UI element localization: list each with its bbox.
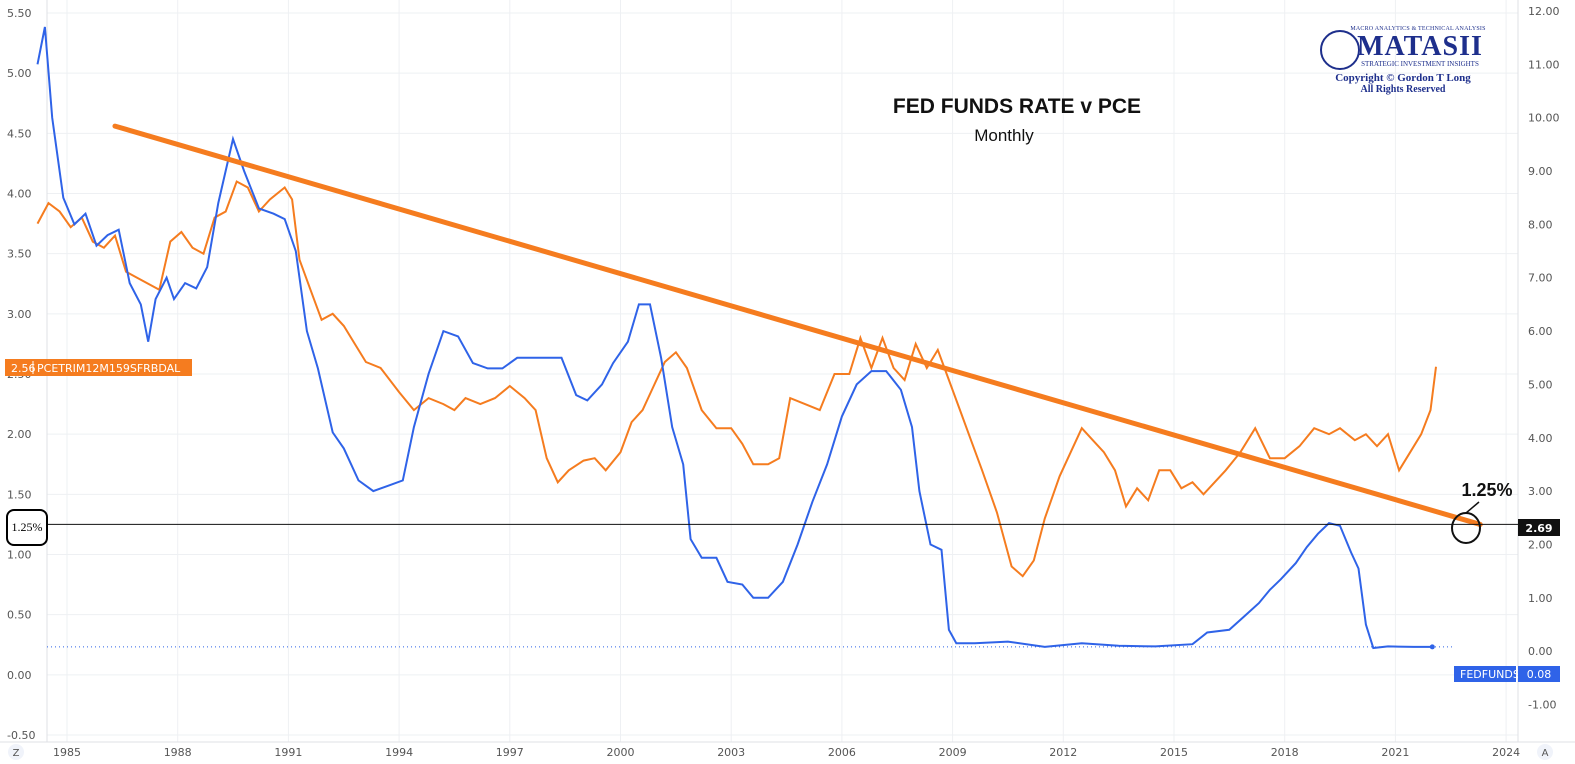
fedfunds-last-point [1429, 644, 1435, 650]
left-tick-label: 4.00 [7, 188, 32, 201]
svg-text:2.69: 2.69 [1525, 522, 1552, 535]
right-tick-label: 11.00 [1528, 58, 1560, 71]
right-tick-label: 2.00 [1528, 538, 1553, 551]
svg-text:A: A [1542, 748, 1549, 759]
svg-text:Z: Z [13, 748, 20, 759]
x-tick-label: 2024 [1492, 746, 1520, 759]
x-tick-label: 1985 [53, 746, 81, 759]
x-tick-label: 2021 [1381, 746, 1409, 759]
matasii-logo: MACRO ANALYTICS & TECHNICAL ANALYSIS MAT… [1318, 26, 1488, 102]
left-tick-label: 5.50 [7, 7, 32, 20]
fedfunds-series-badge[interactable]: FEDFUNDS 0.08 [1454, 666, 1560, 682]
right-tick-label: 9.00 [1528, 165, 1553, 178]
right-tick-label: 4.00 [1528, 432, 1553, 445]
left-tick-label: 1.50 [7, 488, 32, 501]
right-tick-label: -1.00 [1528, 699, 1556, 712]
svg-text:1.25%: 1.25% [1461, 480, 1512, 500]
x-tick-label: 2009 [939, 746, 967, 759]
x-tick-label: 2012 [1049, 746, 1077, 759]
pce-series-name: PCETRIM12M159SFRBDAL [37, 362, 181, 375]
fedfunds-last-value: 0.08 [1527, 668, 1552, 681]
x-tick-label: 1988 [164, 746, 192, 759]
chart-subtitle: Monthly [974, 126, 1034, 145]
svg-text:1.25%: 1.25% [12, 520, 43, 534]
target-callout: 1.25% [1451, 480, 1513, 544]
pce-last-value: 2.56 [11, 362, 36, 375]
right-tick-label: 8.00 [1528, 218, 1553, 231]
hline-left-label: 1.25% [6, 509, 48, 546]
left-tick-label: -0.50 [7, 729, 35, 742]
right-tick-label: 0.00 [1528, 645, 1553, 658]
x-tick-label: 2015 [1160, 746, 1188, 759]
left-tick-label: 3.50 [7, 248, 32, 261]
right-tick-label: 1.00 [1528, 592, 1553, 605]
left-tick-label: 3.00 [7, 308, 32, 321]
left-tick-label: 2.00 [7, 428, 32, 441]
vitruvian-emblem-icon [1320, 30, 1360, 70]
pce-series-badge[interactable]: 2.56 PCETRIM12M159SFRBDAL [5, 359, 192, 376]
x-tick-label: 2006 [828, 746, 856, 759]
left-tick-label: 5.00 [7, 67, 32, 80]
x-tick-label: 2018 [1271, 746, 1299, 759]
right-axis: 12.00 11.00 10.00 9.00 8.00 7.00 6.00 5.00 4.00 3… [1528, 5, 1560, 712]
x-tick-label: 2003 [717, 746, 745, 759]
x-tick-label: 1997 [496, 746, 524, 759]
fedfunds-series-name: FEDFUNDS [1460, 668, 1520, 681]
fedfunds-series-line [36, 26, 1433, 650]
right-tick-label: 7.00 [1528, 272, 1553, 285]
right-tick-label: 10.00 [1528, 112, 1560, 125]
downtrend-line [112, 123, 1483, 527]
chart-title: FED FUNDS RATE v PCE [893, 95, 1141, 118]
left-tick-label: 1.00 [7, 549, 32, 562]
pce-series-line [36, 180, 1437, 578]
x-tick-label: 1994 [385, 746, 413, 759]
log-scale-button[interactable]: Z [8, 744, 24, 760]
left-tick-label: 4.50 [7, 127, 32, 140]
hline-right-label: 2.69 [1518, 519, 1560, 536]
auto-scale-button[interactable]: A [1537, 744, 1553, 760]
x-tick-label: 2000 [607, 746, 635, 759]
right-tick-label: 6.00 [1528, 325, 1553, 338]
left-tick-label: 0.00 [7, 669, 32, 682]
x-tick-label: 1991 [274, 746, 302, 759]
left-tick-label: 0.50 [7, 609, 32, 622]
x-axis: 1985 1988 1991 1994 1997 2000 2003 2006 2009 2012… [53, 746, 1520, 759]
right-tick-label: 12.00 [1528, 5, 1560, 18]
grid [47, 0, 1518, 742]
right-tick-label: 5.00 [1528, 378, 1553, 391]
right-tick-label: 3.00 [1528, 485, 1553, 498]
